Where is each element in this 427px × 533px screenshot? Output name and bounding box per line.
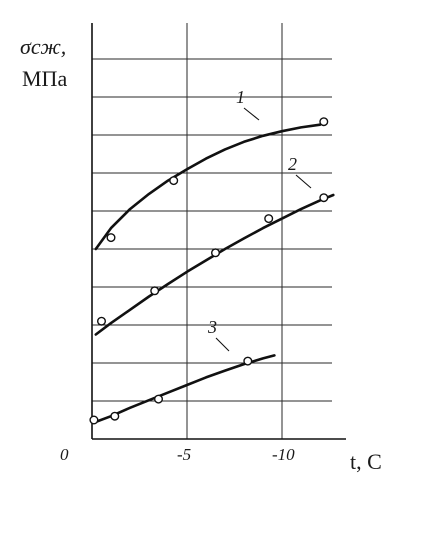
label-layer: 1 2 3 bbox=[207, 87, 312, 352]
series-2-label: 2 bbox=[288, 154, 297, 174]
x-tick-label: 0 bbox=[60, 445, 69, 464]
x-tick-label: -5 bbox=[177, 445, 191, 464]
series-2-point bbox=[264, 214, 274, 224]
series-3-point bbox=[243, 356, 253, 366]
series-1-point bbox=[319, 117, 329, 127]
y-axis-label-line1: σсж, bbox=[20, 34, 66, 59]
series-1-point bbox=[106, 233, 116, 243]
series-1-label: 1 bbox=[236, 87, 245, 107]
axes: 0 -5 -10 bbox=[60, 23, 346, 464]
series-2-point bbox=[210, 248, 220, 258]
series-1-point bbox=[169, 176, 179, 186]
series-2-point bbox=[150, 286, 160, 296]
y-axis-label-line2: МПа bbox=[22, 66, 67, 91]
series-2-point bbox=[319, 193, 329, 203]
series-2-leader-line bbox=[295, 174, 312, 189]
grid bbox=[92, 23, 332, 439]
series-1-curve bbox=[94, 123, 322, 251]
series-3-point bbox=[110, 411, 120, 421]
series-3-point bbox=[89, 415, 99, 425]
series-3-leader-line bbox=[215, 337, 230, 352]
series-2-point bbox=[96, 316, 106, 326]
x-tick-label: -10 bbox=[272, 445, 295, 464]
series-2-curve bbox=[94, 193, 335, 336]
x-axis-label: t, С bbox=[350, 449, 382, 474]
series-3-label: 3 bbox=[207, 317, 217, 337]
series-3-point bbox=[153, 394, 163, 404]
series-1-leader-line bbox=[243, 107, 260, 121]
series-layer bbox=[89, 117, 335, 425]
